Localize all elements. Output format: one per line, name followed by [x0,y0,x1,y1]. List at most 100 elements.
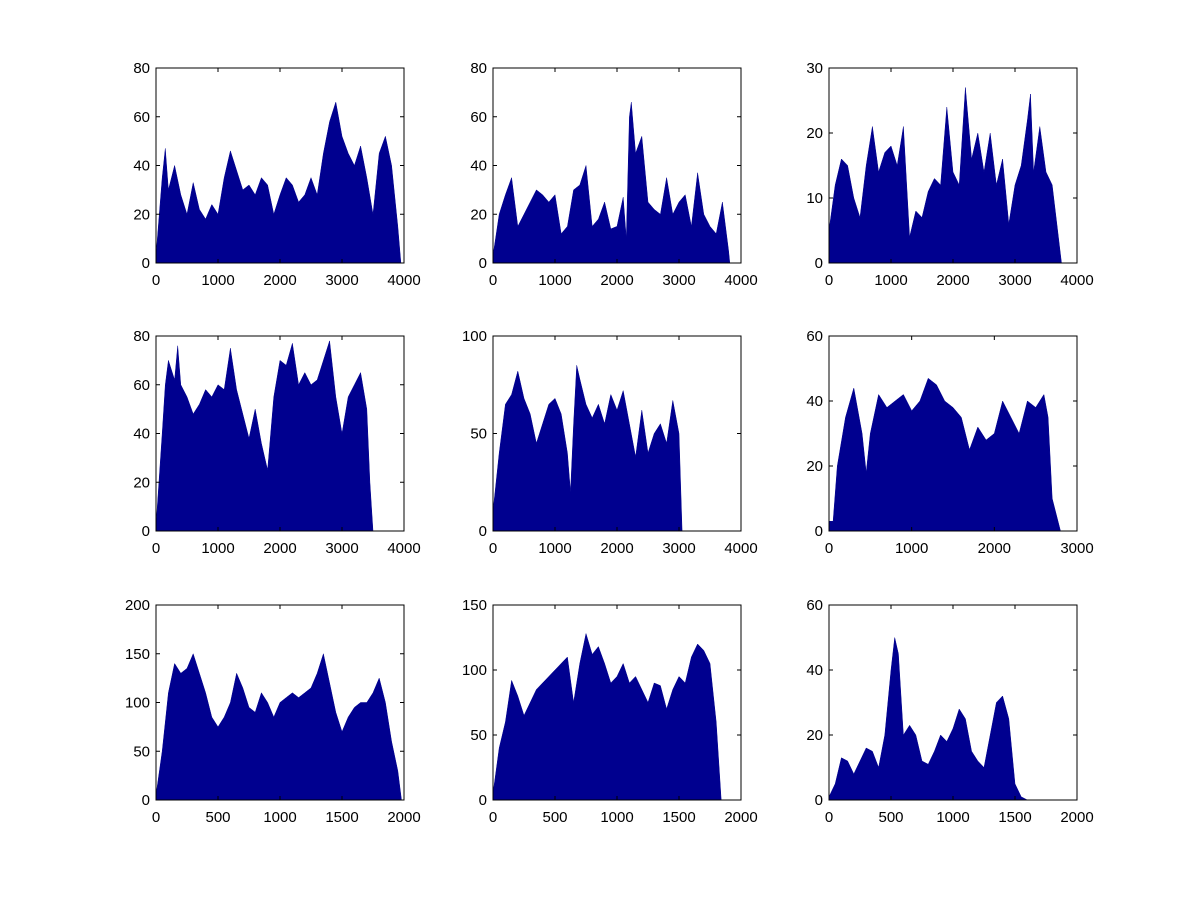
x-tick-label: 2000 [387,809,420,826]
y-tick-label: 60 [133,109,150,126]
y-tick-label: 40 [806,393,823,410]
y-tick-label: 0 [479,792,487,809]
x-tick-label: 1000 [936,809,969,826]
x-tick-label: 1000 [895,540,928,557]
y-tick-label: 10 [806,190,823,207]
x-tick-label: 1000 [201,540,234,557]
x-tick-label: 0 [152,272,160,289]
x-tick-label: 4000 [387,540,420,557]
x-tick-label: 1000 [263,809,296,826]
y-tick-label: 60 [806,597,823,614]
x-tick-label: 4000 [387,272,420,289]
y-tick-label: 0 [815,255,823,272]
x-tick-label: 2000 [600,272,633,289]
y-tick-label: 20 [806,458,823,475]
y-tick-label: 150 [125,646,150,663]
y-tick-label: 0 [142,792,150,809]
histogram-area [492,365,683,532]
x-tick-label: 0 [152,809,160,826]
x-tick-label: 500 [205,809,230,826]
y-tick-label: 50 [470,727,487,744]
subplot-4: 0 1000 2000 3000 4000 0 20 40 60 80 [133,328,420,557]
y-tick-label: 0 [815,792,823,809]
y-tick-label: 200 [125,597,150,614]
x-tick-label: 0 [489,809,497,826]
y-tick-label: 80 [133,60,150,77]
y-tick-label: 60 [133,377,150,394]
histogram-area [828,87,1062,264]
y-tick-label: 0 [142,523,150,540]
histogram-area [155,340,374,532]
y-tick-label: 50 [133,743,150,760]
axes-frame [828,335,1078,532]
y-tick-label: 0 [142,255,150,272]
x-tick-label: 2000 [724,809,757,826]
y-tick-label: 20 [470,206,487,223]
histogram-area [492,633,722,801]
x-tick-label: 1000 [600,809,633,826]
x-tick-label: 3000 [325,272,358,289]
y-tick-label: 20 [806,125,823,142]
x-tick-label: 3000 [1060,540,1093,557]
y-tick-label: 50 [470,426,487,443]
y-tick-label: 30 [806,60,823,77]
histogram-area [155,652,402,801]
subplot-2: 0 1000 2000 3000 4000 0 20 40 60 80 [470,60,757,289]
y-tick-label: 100 [462,328,487,345]
x-tick-label: 2000 [936,272,969,289]
subplot-1: 0 1000 2000 3000 4000 0 20 40 60 80 [133,60,420,289]
x-tick-label: 0 [489,272,497,289]
histogram-area [155,102,402,264]
y-tick-label: 40 [133,158,150,175]
y-tick-label: 0 [479,523,487,540]
x-tick-label: 0 [825,809,833,826]
x-tick-label: 1500 [662,809,695,826]
x-tick-label: 2000 [263,540,296,557]
y-tick-label: 100 [125,695,150,712]
x-tick-label: 1000 [538,272,571,289]
y-tick-label: 100 [462,662,487,679]
x-tick-label: 4000 [1060,272,1093,289]
x-tick-label: 3000 [325,540,358,557]
histogram-area [828,637,1028,801]
subplot-9: 0 500 1000 1500 2000 0 20 40 60 [806,597,1093,826]
x-tick-label: 0 [152,540,160,557]
y-tick-label: 60 [470,109,487,126]
subplot-8: 0 500 1000 1500 2000 0 50 100 150 [462,597,758,826]
subplot-6: 0 1000 2000 3000 0 20 40 60 [806,328,1093,557]
y-tick-label: 40 [806,662,823,679]
x-tick-label: 3000 [998,272,1031,289]
x-tick-label: 1000 [538,540,571,557]
subplot-5: 0 1000 2000 3000 4000 0 50 100 [462,328,758,557]
subplot-7: 0 500 1000 1500 2000 0 50 100 150 200 [125,597,421,826]
x-tick-label: 2000 [263,272,296,289]
x-tick-label: 1000 [201,272,234,289]
y-tick-label: 80 [133,328,150,345]
x-tick-label: 1000 [874,272,907,289]
y-tick-label: 20 [133,474,150,491]
y-tick-label: 40 [133,426,150,443]
x-tick-label: 4000 [724,540,757,557]
subplot-3: 0 1000 2000 3000 4000 0 10 20 30 [806,60,1093,289]
x-tick-label: 1500 [325,809,358,826]
x-tick-label: 4000 [724,272,757,289]
x-tick-label: 2000 [978,540,1011,557]
y-tick-label: 0 [479,255,487,272]
y-tick-label: 20 [806,727,823,744]
x-tick-label: 0 [825,540,833,557]
x-tick-label: 500 [878,809,903,826]
x-tick-label: 0 [825,272,833,289]
x-tick-label: 1500 [998,809,1031,826]
y-tick-label: 150 [462,597,487,614]
y-tick-label: 20 [133,206,150,223]
x-tick-label: 3000 [662,540,695,557]
x-tick-label: 3000 [662,272,695,289]
x-tick-label: 0 [489,540,497,557]
histogram-area [828,377,1061,532]
x-tick-label: 500 [542,809,567,826]
histogram-area [492,102,731,264]
y-tick-label: 60 [806,328,823,345]
x-tick-label: 2000 [1060,809,1093,826]
y-tick-label: 0 [815,523,823,540]
